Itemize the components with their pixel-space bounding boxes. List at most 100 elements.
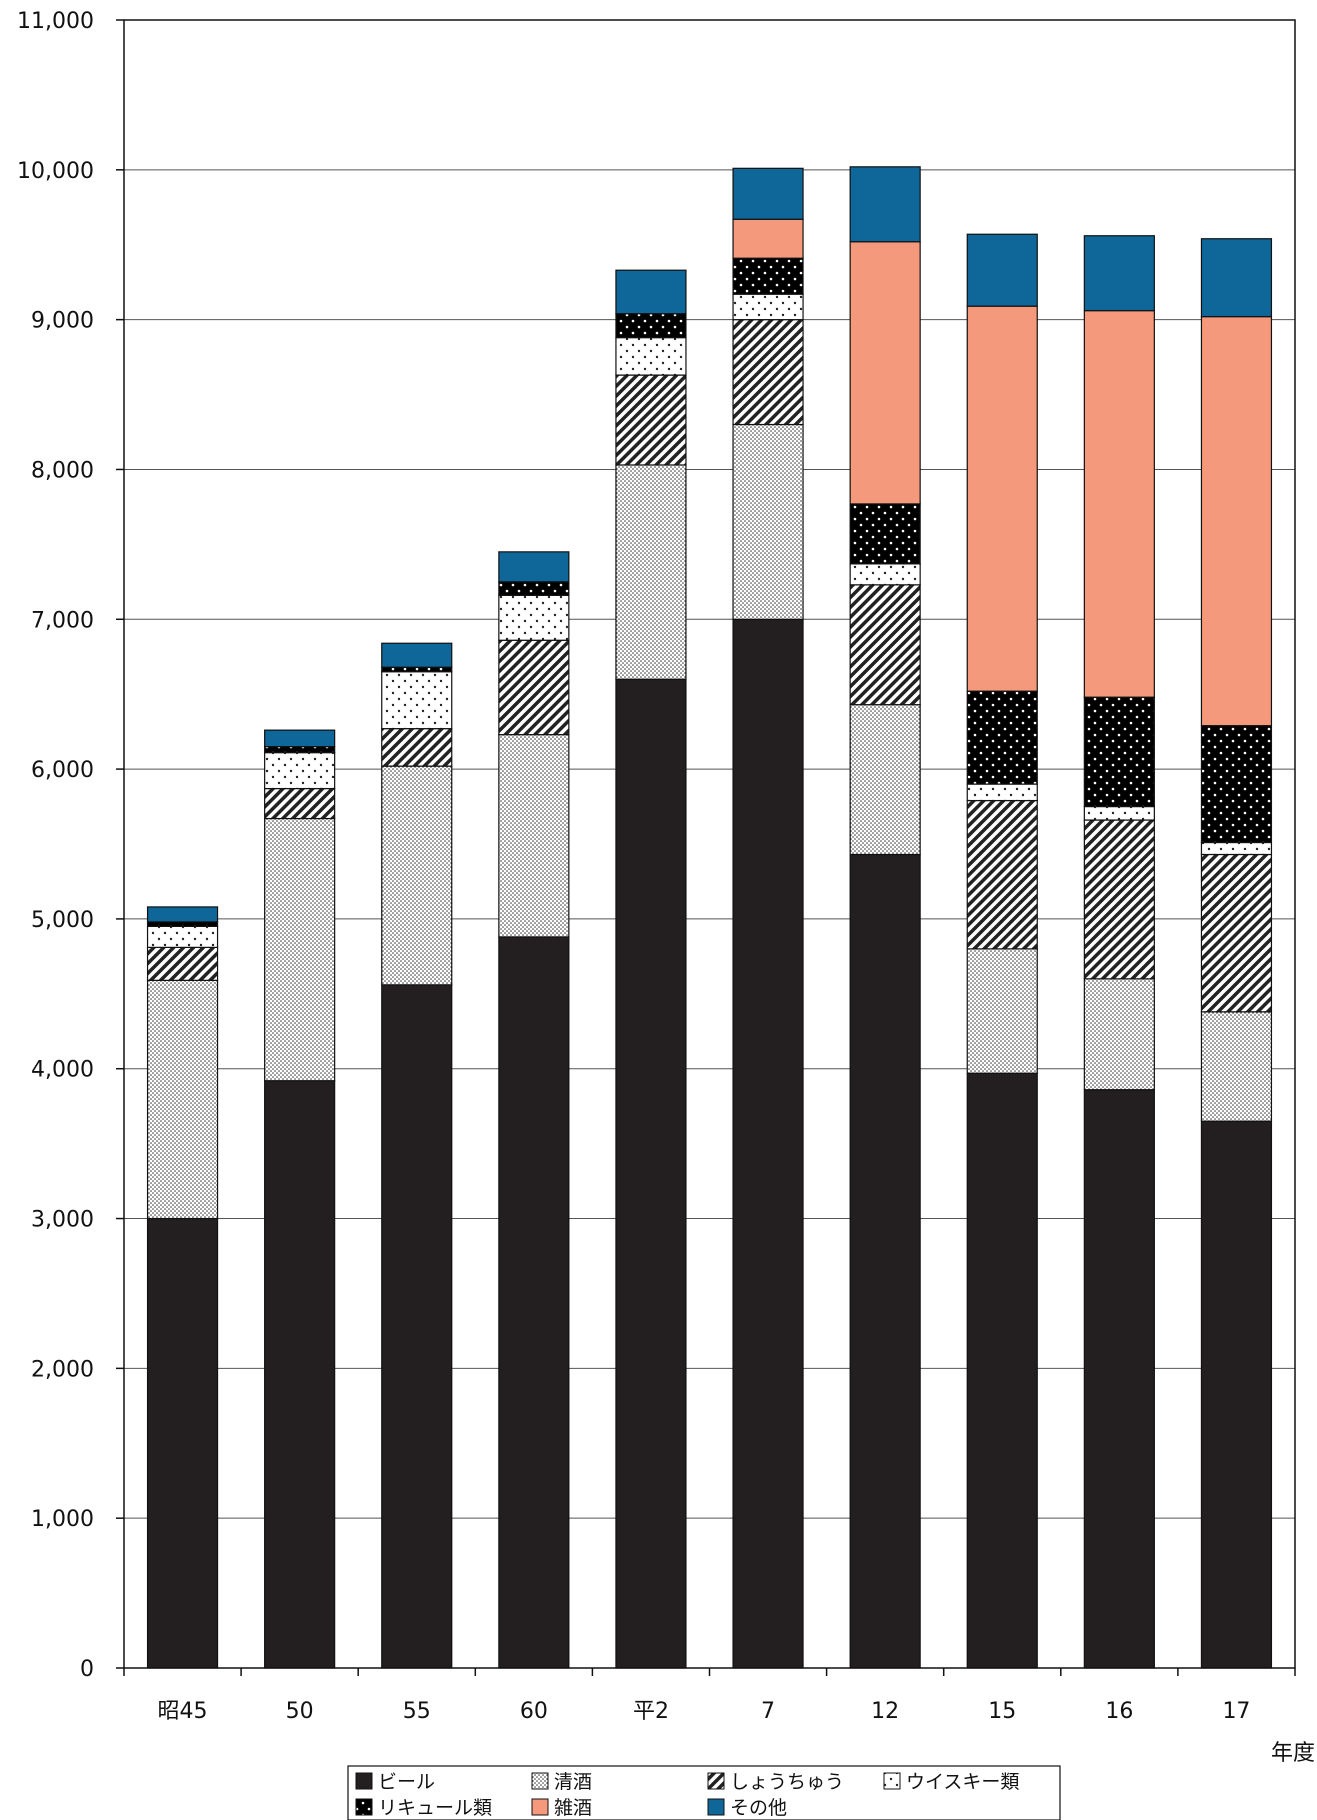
bar-segment — [146, 906, 219, 923]
bar-segment — [1200, 316, 1273, 727]
bar-segment — [966, 783, 1038, 802]
legend-label: リキュール類 — [378, 1797, 492, 1819]
bar-segment — [849, 563, 921, 586]
bar-segment — [381, 666, 453, 673]
bar-segment — [381, 671, 453, 730]
bar-segment — [849, 503, 921, 565]
y-tick-label: 3,000 — [31, 1208, 94, 1233]
bar-segment — [849, 166, 921, 243]
y-tick-label: 2,000 — [31, 1357, 94, 1382]
bar-segment — [381, 984, 453, 1669]
bar-segment — [1200, 238, 1273, 318]
x-axis-unit-label: 年度 — [1271, 1741, 1315, 1766]
y-tick-label: 0 — [80, 1657, 94, 1682]
bar-segment — [498, 551, 570, 583]
bar-segment — [732, 167, 804, 220]
legend-label: 雑酒 — [554, 1797, 592, 1819]
bar-segment — [966, 233, 1038, 307]
bar-segment — [146, 921, 219, 928]
bar-segment — [1200, 725, 1273, 844]
y-tick-label: 8,000 — [31, 458, 94, 483]
bar-segment — [146, 979, 219, 1220]
bar-segment — [381, 642, 453, 668]
bar-segment — [498, 581, 570, 596]
bar-segment — [732, 319, 804, 426]
bar-segment — [966, 690, 1038, 785]
bar-segment — [1200, 841, 1273, 856]
legend-label: ウイスキー類 — [906, 1771, 1019, 1793]
x-tick-label: 60 — [520, 1699, 548, 1724]
bar-segment — [732, 218, 804, 259]
bar-segment — [732, 423, 804, 620]
bar-segment — [146, 925, 219, 948]
bar-segment — [1083, 235, 1155, 312]
x-tick-label: 16 — [1105, 1699, 1133, 1724]
bar-segment — [1083, 819, 1155, 980]
legend-swatch — [355, 1772, 373, 1790]
legend-label: 清酒 — [554, 1771, 592, 1793]
x-tick-label: 7 — [761, 1699, 775, 1724]
x-tick-label: 55 — [403, 1699, 431, 1724]
x-tick-label: 17 — [1222, 1699, 1250, 1724]
bar-segment — [615, 464, 687, 680]
legend-box — [347, 1765, 1061, 1820]
bar-segment — [381, 728, 453, 767]
bar-segment — [146, 946, 219, 981]
legend-swatch — [531, 1798, 549, 1816]
bar-segment — [264, 746, 336, 754]
bar-segment — [849, 584, 921, 706]
y-tick-label: 11,000 — [17, 9, 94, 34]
x-tick-label: 12 — [871, 1699, 899, 1724]
bar-segment — [264, 1080, 336, 1669]
y-tick-label: 5,000 — [31, 908, 94, 933]
bar-segment — [381, 765, 453, 986]
bar-segment — [264, 817, 336, 1082]
legend-swatch — [707, 1798, 725, 1816]
bar-segment — [146, 1217, 219, 1669]
legend-label: ビール — [378, 1771, 435, 1793]
y-tick-label: 1,000 — [31, 1507, 94, 1532]
bar-segment — [615, 374, 687, 466]
y-tick-label: 4,000 — [31, 1058, 94, 1083]
x-tick-label: 15 — [988, 1699, 1016, 1724]
bar-segment — [1083, 1089, 1155, 1669]
bar-segment — [849, 704, 921, 856]
bar-segment — [498, 734, 570, 938]
legend-swatch — [355, 1798, 373, 1816]
bar-segment — [1083, 310, 1155, 698]
bar-segment — [966, 305, 1038, 692]
bar-segment — [1083, 696, 1155, 808]
y-tick-label: 6,000 — [31, 758, 94, 783]
x-tick-label: 50 — [286, 1699, 314, 1724]
bar-segment — [849, 241, 921, 505]
bar-segment — [498, 594, 570, 641]
bar-segment — [1083, 978, 1155, 1091]
y-tick-label: 10,000 — [17, 159, 94, 184]
bar-segment — [615, 313, 687, 339]
legend-swatch — [531, 1772, 549, 1790]
bar-segment — [615, 269, 687, 315]
bar-segment — [732, 618, 804, 1669]
legend-swatch — [707, 1772, 725, 1790]
x-tick-label: 昭45 — [158, 1699, 208, 1724]
bar-segment — [264, 787, 336, 820]
x-tick-label: 平2 — [633, 1699, 669, 1724]
bar-segment — [732, 293, 804, 321]
bar-segment — [264, 729, 336, 748]
bar-segment — [966, 1072, 1038, 1669]
y-tick-label: 9,000 — [31, 309, 94, 334]
bar-segment — [1200, 1011, 1273, 1122]
bar-segment — [1083, 805, 1155, 821]
bar-segment — [966, 799, 1038, 950]
bar-segment — [615, 337, 687, 376]
legend-label: しょうちゅう — [730, 1771, 844, 1793]
bar-segment — [732, 257, 804, 295]
bar-segment — [615, 678, 687, 1669]
bars — [146, 166, 1273, 1669]
bar-segment — [498, 936, 570, 1669]
bar-segment — [1200, 1120, 1273, 1669]
bar-segment — [849, 853, 921, 1669]
bar-segment — [966, 948, 1038, 1074]
